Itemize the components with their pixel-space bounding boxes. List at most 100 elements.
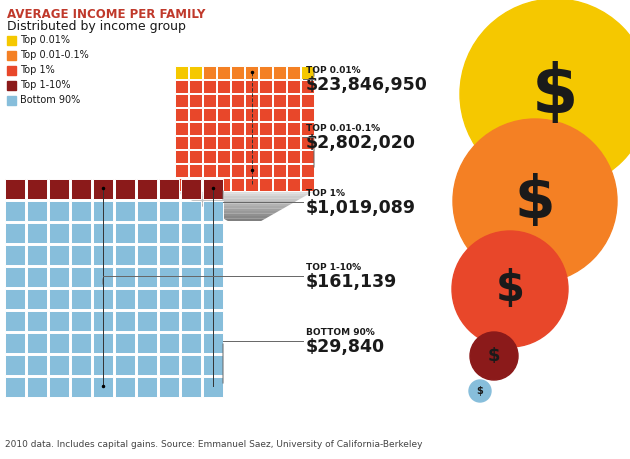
Bar xyxy=(93,355,113,375)
Bar xyxy=(189,164,202,177)
Bar xyxy=(175,122,188,135)
Bar xyxy=(181,245,201,265)
Bar xyxy=(5,267,25,287)
Bar xyxy=(245,122,258,135)
Bar xyxy=(259,122,272,135)
Bar xyxy=(93,377,113,397)
Bar xyxy=(287,178,300,191)
Bar xyxy=(159,201,179,221)
Bar xyxy=(231,80,244,93)
Bar xyxy=(301,94,314,107)
Bar xyxy=(259,136,272,149)
Bar xyxy=(115,201,135,221)
Bar xyxy=(217,178,230,191)
Bar xyxy=(159,311,179,331)
Bar xyxy=(217,150,230,163)
Bar xyxy=(27,355,47,375)
Bar xyxy=(245,150,258,163)
Bar xyxy=(175,164,188,177)
Polygon shape xyxy=(206,208,284,211)
Bar xyxy=(5,223,25,243)
Bar xyxy=(115,333,135,353)
Polygon shape xyxy=(202,206,287,208)
Bar xyxy=(115,179,135,199)
Bar xyxy=(115,377,135,397)
Bar xyxy=(7,36,16,45)
Bar xyxy=(273,94,286,107)
Bar xyxy=(189,150,202,163)
Bar xyxy=(7,81,16,90)
Bar xyxy=(7,66,16,75)
Bar xyxy=(273,164,286,177)
Bar xyxy=(301,122,314,135)
Text: AVERAGE INCOME PER FAMILY: AVERAGE INCOME PER FAMILY xyxy=(7,8,205,21)
Bar xyxy=(203,80,216,93)
Bar xyxy=(287,150,300,163)
Polygon shape xyxy=(184,196,305,198)
Polygon shape xyxy=(193,201,296,203)
Bar xyxy=(49,355,69,375)
Bar xyxy=(203,267,223,287)
Bar xyxy=(5,377,25,397)
Bar xyxy=(175,108,188,121)
Polygon shape xyxy=(197,203,292,206)
Bar xyxy=(49,223,69,243)
Bar xyxy=(181,223,201,243)
Text: $: $ xyxy=(515,173,555,230)
Bar xyxy=(137,179,157,199)
Circle shape xyxy=(469,380,491,402)
Bar xyxy=(175,94,188,107)
Bar xyxy=(259,80,272,93)
Bar xyxy=(137,333,157,353)
Bar xyxy=(181,333,201,353)
Bar xyxy=(49,311,69,331)
Bar xyxy=(203,66,216,79)
Bar xyxy=(287,80,300,93)
Bar xyxy=(27,289,47,309)
Bar xyxy=(159,289,179,309)
Bar xyxy=(7,51,16,60)
Bar xyxy=(93,201,113,221)
Bar xyxy=(159,333,179,353)
Bar xyxy=(189,80,202,93)
Bar xyxy=(203,122,216,135)
Bar xyxy=(189,178,202,191)
Bar xyxy=(5,311,25,331)
Bar xyxy=(49,289,69,309)
Text: $: $ xyxy=(496,268,525,310)
Bar xyxy=(203,377,223,397)
Bar xyxy=(217,94,230,107)
Bar xyxy=(203,201,223,221)
Bar xyxy=(217,66,230,79)
Bar xyxy=(159,223,179,243)
Bar xyxy=(5,245,25,265)
Bar xyxy=(49,333,69,353)
Bar xyxy=(287,122,300,135)
Bar xyxy=(245,136,258,149)
Bar xyxy=(71,289,91,309)
Bar xyxy=(217,108,230,121)
Bar xyxy=(259,164,272,177)
Bar xyxy=(27,223,47,243)
Bar xyxy=(5,333,25,353)
Bar xyxy=(7,96,16,105)
Bar xyxy=(189,122,202,135)
Bar xyxy=(71,355,91,375)
Bar xyxy=(273,122,286,135)
Bar xyxy=(181,377,201,397)
Bar xyxy=(203,289,223,309)
Bar xyxy=(189,108,202,121)
Bar xyxy=(301,66,314,79)
Text: TOP 1%: TOP 1% xyxy=(306,189,345,198)
Bar xyxy=(273,108,286,121)
Text: Distributed by income group: Distributed by income group xyxy=(7,20,186,33)
Bar xyxy=(273,80,286,93)
Text: $23,846,950: $23,846,950 xyxy=(306,76,428,94)
Bar xyxy=(115,245,135,265)
Bar xyxy=(203,333,223,353)
Bar xyxy=(259,150,272,163)
Circle shape xyxy=(453,119,617,283)
Bar xyxy=(259,108,272,121)
Bar xyxy=(231,94,244,107)
Bar xyxy=(287,164,300,177)
